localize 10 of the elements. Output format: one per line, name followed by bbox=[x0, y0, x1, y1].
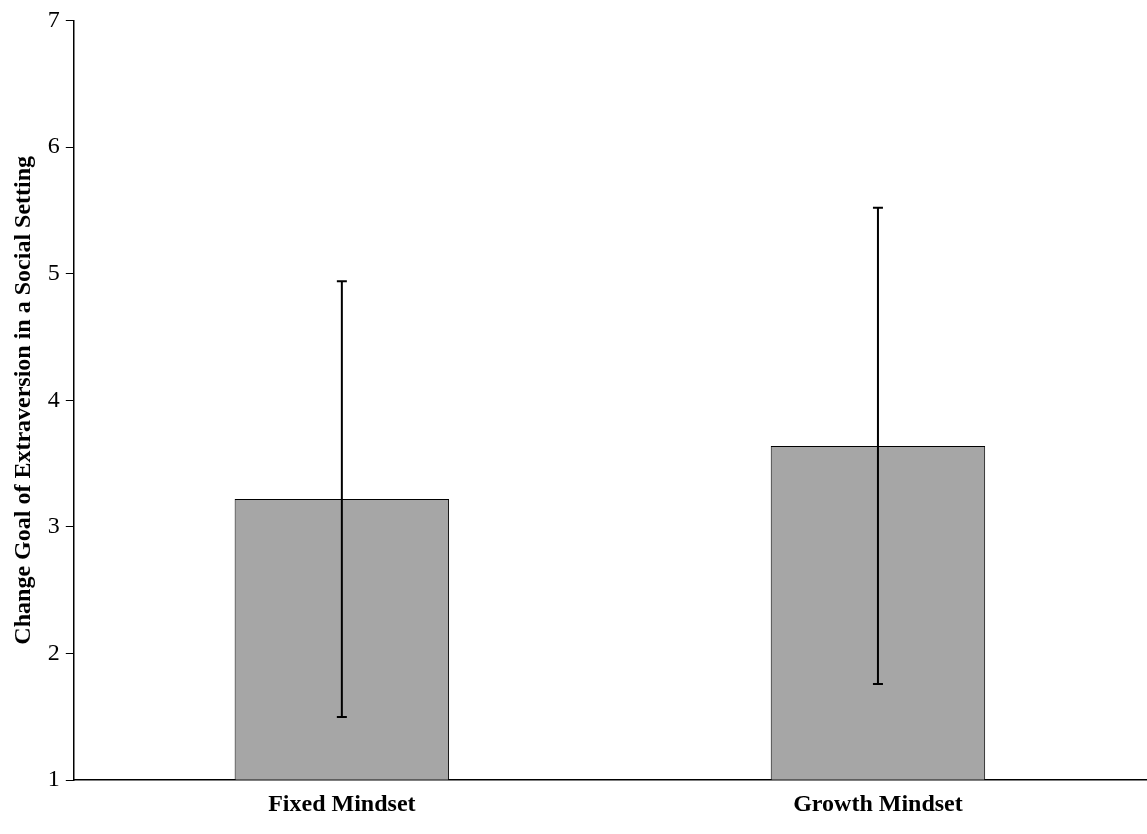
y-tick-label: 6 bbox=[47, 132, 60, 159]
y-tick-label: 3 bbox=[47, 512, 60, 539]
x-tick-label: Fixed Mindset bbox=[268, 789, 416, 816]
y-tick-label: 4 bbox=[47, 385, 60, 412]
y-tick-label: 1 bbox=[47, 765, 60, 792]
y-tick-label: 5 bbox=[47, 258, 60, 285]
x-tick-label: Growth Mindset bbox=[793, 789, 963, 816]
y-tick-label: 7 bbox=[47, 5, 60, 32]
y-axis-title: Change Goal of Extraversion in a Social Setting bbox=[8, 155, 35, 645]
y-tick-label: 2 bbox=[47, 638, 60, 665]
